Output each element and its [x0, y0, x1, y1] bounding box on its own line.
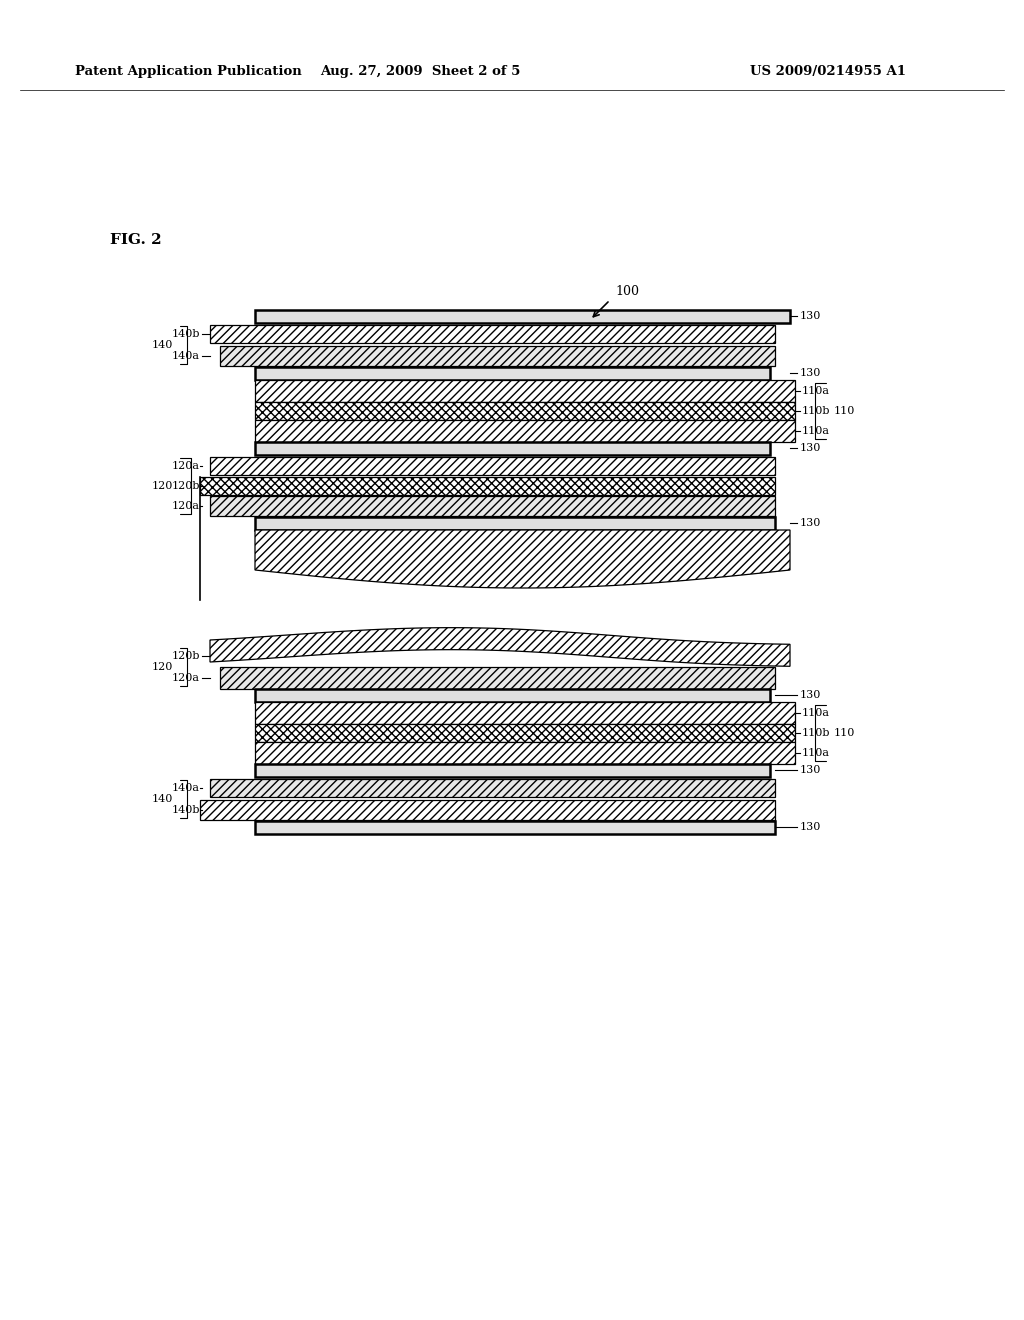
Polygon shape [210, 457, 775, 475]
Text: 130: 130 [800, 368, 821, 378]
Polygon shape [255, 420, 795, 442]
Polygon shape [255, 367, 770, 380]
Text: 110a: 110a [802, 748, 830, 758]
Polygon shape [200, 800, 775, 820]
Polygon shape [210, 779, 775, 797]
Text: 120: 120 [152, 480, 173, 491]
Polygon shape [210, 628, 790, 667]
Text: 110b: 110b [802, 407, 830, 416]
Text: 110: 110 [834, 407, 855, 416]
Polygon shape [220, 346, 775, 366]
Text: Patent Application Publication: Patent Application Publication [75, 66, 302, 78]
Text: 110a: 110a [802, 426, 830, 436]
Text: 120a: 120a [172, 673, 200, 682]
Polygon shape [255, 531, 790, 587]
Text: 130: 130 [800, 690, 821, 700]
Text: 110a: 110a [802, 385, 830, 396]
Text: 120b: 120b [171, 480, 200, 491]
Text: 130: 130 [800, 444, 821, 453]
Polygon shape [255, 689, 770, 702]
Text: 130: 130 [800, 766, 821, 775]
Text: 130: 130 [800, 517, 821, 528]
Polygon shape [255, 517, 775, 531]
Polygon shape [255, 723, 795, 742]
Text: 110: 110 [834, 729, 855, 738]
Text: 140: 140 [152, 341, 173, 350]
Polygon shape [255, 380, 795, 403]
Polygon shape [255, 702, 795, 723]
Polygon shape [200, 477, 775, 495]
Text: 140b: 140b [171, 805, 200, 814]
Text: 120b: 120b [171, 651, 200, 661]
Polygon shape [255, 764, 770, 777]
Text: 110a: 110a [802, 708, 830, 718]
Text: 120a: 120a [172, 461, 200, 471]
Text: 140: 140 [152, 795, 173, 804]
Polygon shape [220, 667, 775, 689]
Polygon shape [210, 496, 775, 516]
Polygon shape [255, 742, 795, 764]
Text: 130: 130 [800, 822, 821, 832]
Text: 110b: 110b [802, 729, 830, 738]
Text: FIG. 2: FIG. 2 [110, 234, 162, 247]
Polygon shape [255, 821, 775, 834]
Text: 140a: 140a [172, 783, 200, 793]
Text: 120: 120 [152, 663, 173, 672]
Polygon shape [255, 310, 790, 323]
Text: 130: 130 [800, 312, 821, 321]
Text: US 2009/0214955 A1: US 2009/0214955 A1 [750, 66, 906, 78]
Text: Aug. 27, 2009  Sheet 2 of 5: Aug. 27, 2009 Sheet 2 of 5 [319, 66, 520, 78]
Text: 140a: 140a [172, 351, 200, 360]
Polygon shape [210, 325, 775, 343]
Polygon shape [255, 403, 795, 420]
Text: 140b: 140b [171, 329, 200, 339]
Text: 100: 100 [615, 285, 639, 298]
Polygon shape [255, 442, 770, 455]
Text: 120a: 120a [172, 502, 200, 511]
